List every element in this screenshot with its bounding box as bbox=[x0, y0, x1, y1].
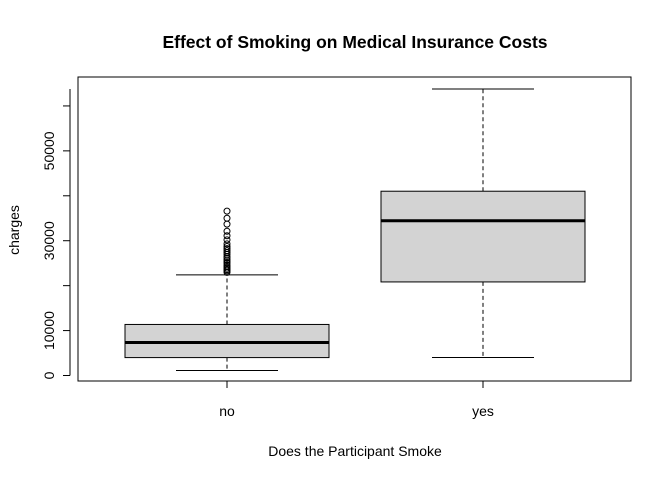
y-tick-label: 30000 bbox=[41, 221, 57, 260]
box-yes bbox=[380, 88, 586, 359]
outlier-point bbox=[223, 245, 231, 253]
outlier-point bbox=[223, 232, 231, 240]
y-axis-label: charges bbox=[6, 205, 22, 255]
x-axis: no yes bbox=[219, 381, 494, 419]
chart-title: Effect of Smoking on Medical Insurance C… bbox=[162, 32, 547, 52]
y-axis: 0 10000 30000 50000 bbox=[41, 89, 71, 379]
x-axis-label: Does the Participant Smoke bbox=[268, 443, 442, 459]
x-tick-label: yes bbox=[472, 403, 494, 419]
outlier-point bbox=[223, 214, 231, 222]
y-tick-label: 10000 bbox=[41, 311, 57, 350]
outlier-point bbox=[223, 236, 231, 244]
outlier-point bbox=[223, 207, 231, 215]
outlier-point bbox=[223, 220, 231, 228]
boxes bbox=[124, 88, 586, 371]
outlier-point bbox=[223, 240, 231, 248]
y-tick-label: 0 bbox=[41, 371, 57, 379]
outlier-point bbox=[223, 247, 231, 255]
x-tick-label: no bbox=[219, 403, 235, 419]
outlier-point bbox=[223, 227, 231, 235]
plot-frame bbox=[77, 76, 632, 382]
y-tick-label: 50000 bbox=[41, 131, 57, 170]
box-no bbox=[124, 207, 330, 371]
outlier-point bbox=[223, 243, 231, 251]
iqr-box bbox=[380, 190, 586, 283]
